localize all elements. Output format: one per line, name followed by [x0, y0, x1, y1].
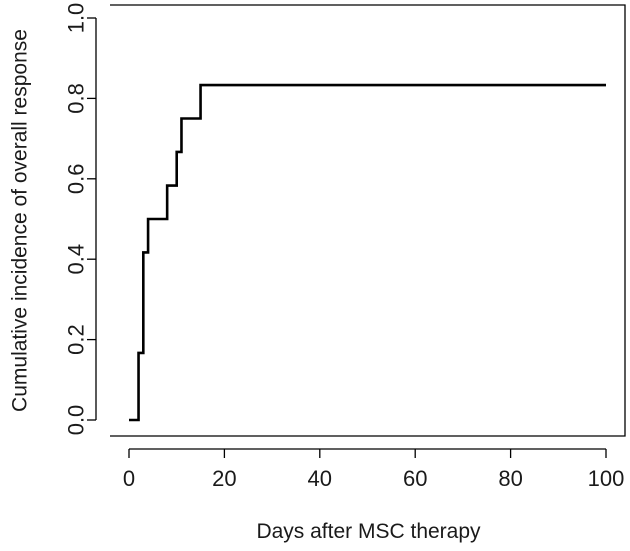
y-tick-label: 0.6 [64, 164, 89, 195]
x-tick-label: 20 [212, 466, 236, 491]
x-tick-label: 80 [498, 466, 522, 491]
y-tick-label: 0.2 [64, 324, 89, 355]
y-tick-label: 0.4 [64, 244, 89, 275]
x-axis: 0 20 40 60 80 100 [123, 448, 625, 491]
cumulative-incidence-step-line [129, 83, 606, 422]
y-axis: 0.0 0.2 0.4 0.6 0.8 1.0 [64, 3, 97, 436]
plot-box [110, 4, 626, 437]
x-axis-label: Days after MSC therapy [256, 520, 481, 543]
x-tick-label: 60 [403, 466, 427, 491]
x-tick-label: 40 [308, 466, 332, 491]
y-tick-label: 0.0 [64, 405, 89, 436]
plot-frame [110, 4, 626, 437]
y-tick-label: 1.0 [64, 3, 89, 34]
y-tick-label: 0.8 [64, 83, 89, 114]
y-axis-label: Cumulative incidence of overall response [9, 29, 32, 412]
x-tick-label: 100 [588, 466, 625, 491]
series-layer [129, 83, 606, 422]
x-tick-label: 0 [123, 466, 135, 491]
